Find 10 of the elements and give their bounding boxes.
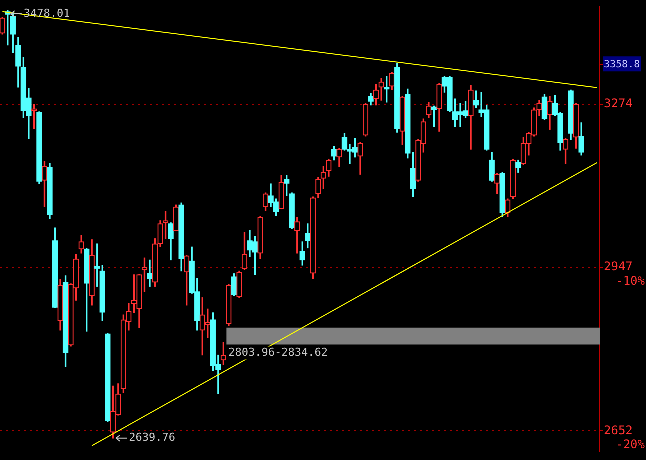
band-label: 2803.96-2834.62: [228, 346, 328, 360]
candlestick: [147, 260, 153, 287]
y2-tick-label: -20%: [616, 437, 646, 452]
y-tick-label: 2652: [604, 423, 633, 438]
annotation: 3478.01: [24, 6, 70, 20]
y-tick-label: 2947: [604, 260, 633, 274]
y-tick-label: 3358.8: [604, 59, 640, 70]
y-tick-label: 3274: [604, 96, 633, 110]
y2-tick-label: -10%: [616, 274, 646, 288]
annotation: 2639.76: [129, 431, 176, 444]
